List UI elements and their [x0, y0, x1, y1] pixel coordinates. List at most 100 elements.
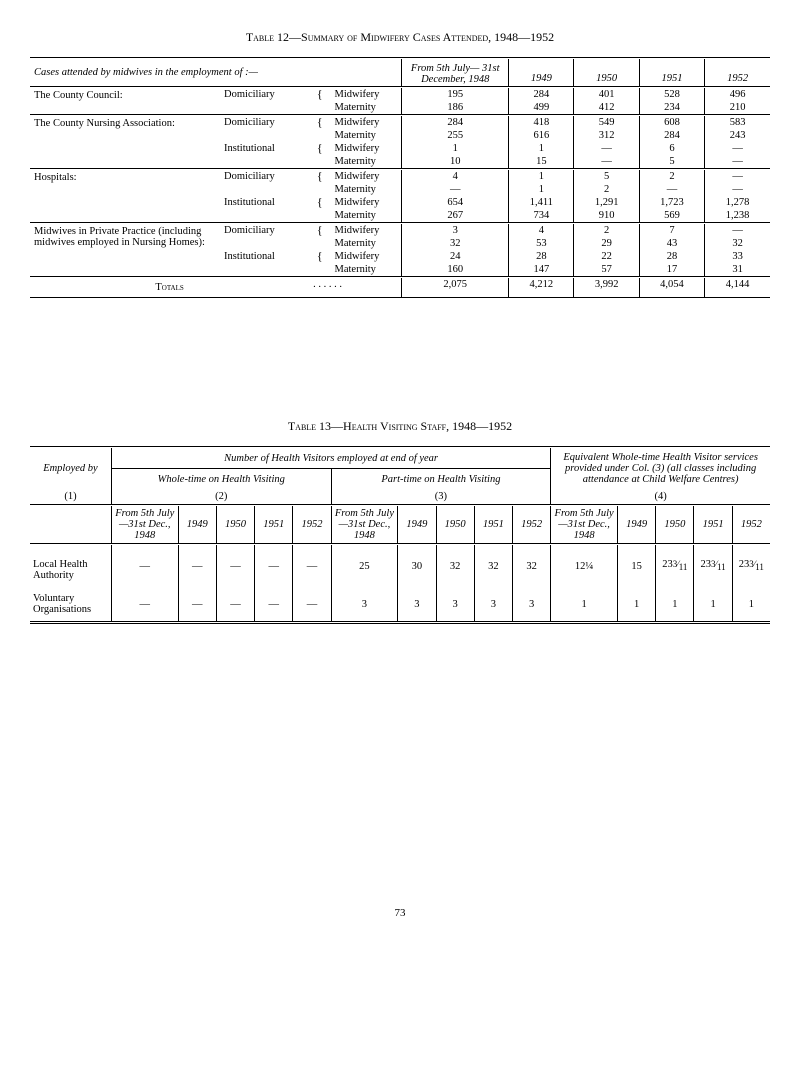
brace-icon: {	[309, 116, 330, 129]
t12-cell: 255	[402, 129, 509, 142]
t12-h-c5: 1952	[705, 59, 770, 87]
t12-kind: Midwifery	[331, 196, 402, 209]
t12-cell: 17	[639, 263, 704, 277]
t12-setting: Domiciliary	[220, 224, 309, 237]
t12-cell: 29	[574, 237, 639, 250]
t12-h-c1: From 5th July— 31st December, 1948	[402, 59, 509, 87]
t12-cell: 32	[402, 237, 509, 250]
t12-setting: Domiciliary	[220, 116, 309, 129]
t12-h-c3: 1950	[574, 59, 639, 87]
t12-kind: Midwifery	[331, 142, 402, 155]
t12-cell: 10	[402, 155, 509, 169]
t12-cell: 412	[574, 101, 639, 115]
t12-kind: Midwifery	[331, 170, 402, 183]
t13-wt-49: 1949	[178, 506, 216, 544]
t13-cell: 1	[732, 587, 770, 622]
t12-setting: Institutional	[220, 142, 309, 155]
t12-tot-1: 4,212	[509, 278, 574, 298]
t12-cell: 654	[402, 196, 509, 209]
t12-cell: 243	[705, 129, 770, 142]
t13-cell: —	[111, 545, 178, 587]
t12-cell: 4	[402, 170, 509, 183]
t13-pt-52: 1952	[513, 506, 551, 544]
brace-icon: {	[309, 142, 330, 155]
t12-cell: —	[639, 183, 704, 196]
t12-cell: 608	[639, 116, 704, 129]
t12-cell: 2	[574, 224, 639, 237]
t13-cell: 3	[331, 587, 398, 622]
t13-wt-52: 1952	[293, 506, 331, 544]
t13-cell: 1	[551, 587, 618, 622]
t12-cell: 1,411	[509, 196, 574, 209]
t13-eq-52: 1952	[732, 506, 770, 544]
t13-cell: 1	[617, 587, 655, 622]
t12-cell: —	[402, 183, 509, 196]
t13-cell: —	[111, 587, 178, 622]
t12-kind: Maternity	[331, 183, 402, 196]
t12-tot-4: 4,144	[705, 278, 770, 298]
t12-group-label: Midwives in Private Practice (including …	[30, 224, 220, 277]
t13-cell: 32	[513, 545, 551, 587]
t12-setting	[220, 237, 309, 250]
t12-cell: 1	[509, 142, 574, 155]
t13-cell: —	[216, 545, 254, 587]
table13-title: Table 13—Health Visiting Staff, 1948—195…	[30, 419, 770, 434]
t12-setting: Institutional	[220, 196, 309, 209]
t12-cell: 28	[509, 250, 574, 263]
t13-row-label: Local Health Authority	[30, 545, 111, 587]
t13-cell: 233⁄11	[732, 545, 770, 587]
t12-cell: 57	[574, 263, 639, 277]
t12-cell: 32	[705, 237, 770, 250]
page-number: 73	[30, 907, 770, 919]
t12-kind: Midwifery	[331, 224, 402, 237]
t13-cell: 3	[436, 587, 474, 622]
t13-cell: 12¼	[551, 545, 618, 587]
t12-kind: Midwifery	[331, 88, 402, 101]
t13-h-eq: Equivalent Whole-time Health Visitor ser…	[551, 448, 770, 489]
t13-wt-50: 1950	[216, 506, 254, 544]
t12-cell: 499	[509, 101, 574, 115]
t13-cell: —	[255, 545, 293, 587]
t12-cell: 210	[705, 101, 770, 115]
t12-cell: 43	[639, 237, 704, 250]
t13-cell: —	[216, 587, 254, 622]
t12-cell: 234	[639, 101, 704, 115]
t12-setting	[220, 209, 309, 223]
t12-cell: 186	[402, 101, 509, 115]
t13-h-emp: Employed by	[30, 448, 111, 489]
t12-cell: 5	[574, 170, 639, 183]
t12-cell: 910	[574, 209, 639, 223]
t12-cell: 2	[574, 183, 639, 196]
t13-c1: (1)	[30, 489, 111, 505]
t12-setting	[220, 155, 309, 169]
t13-c4: (4)	[551, 489, 770, 505]
t12-setting	[220, 101, 309, 115]
t12-cell: 33	[705, 250, 770, 263]
t12-cell: 418	[509, 116, 574, 129]
t13-cell: 1	[694, 587, 732, 622]
t12-setting	[220, 263, 309, 277]
t12-totals-dots: . . . . . .	[309, 278, 402, 298]
t12-cell: 528	[639, 88, 704, 101]
t13-cell: —	[255, 587, 293, 622]
t12-cell: 31	[705, 263, 770, 277]
t12-cell: 15	[509, 155, 574, 169]
t12-group-label: Hospitals:	[30, 170, 220, 223]
t12-setting: Institutional	[220, 250, 309, 263]
t12-cell: —	[705, 155, 770, 169]
table12: Cases attended by midwives in the employ…	[30, 57, 770, 299]
t12-cell: 284	[402, 116, 509, 129]
t12-cell: 569	[639, 209, 704, 223]
t12-setting: Domiciliary	[220, 88, 309, 101]
t12-cell: 1,723	[639, 196, 704, 209]
t12-setting	[220, 183, 309, 196]
t13-wt-from: From 5th July—31st Dec., 1948	[111, 506, 178, 544]
t12-kind: Maternity	[331, 237, 402, 250]
t13-eq-from: From 5th July—31st Dec., 1948	[551, 506, 618, 544]
t12-cell: 1,278	[705, 196, 770, 209]
t13-cell: —	[178, 587, 216, 622]
t12-cell: 401	[574, 88, 639, 101]
t13-pt-49: 1949	[398, 506, 436, 544]
t13-cell: 15	[617, 545, 655, 587]
brace-icon	[309, 155, 330, 169]
